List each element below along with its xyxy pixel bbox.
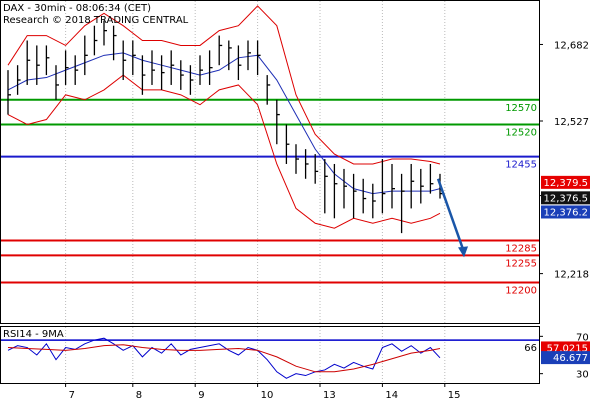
- x-tick-label: 15: [448, 390, 461, 400]
- current-value-label: 12,376.5: [543, 193, 588, 204]
- current-value-box: [541, 175, 590, 189]
- x-tick-label: 7: [69, 390, 75, 400]
- chart-title: DAX - 30min - 08:06:34 (CET): [3, 3, 151, 14]
- price-panel-frame: [0, 0, 540, 324]
- level-label: 12285: [505, 244, 537, 255]
- rsi-tick-label: 30: [576, 370, 589, 381]
- rsi-tick-label: 70: [576, 332, 589, 343]
- level-label: 12570: [505, 103, 537, 114]
- current-value-box: [541, 205, 590, 219]
- bollinger-upper-line: [7, 5, 441, 165]
- chart-copyright: Research © 2018 TRADING CENTRAL: [3, 15, 189, 26]
- level-label: 12255: [505, 258, 537, 269]
- axes: 12,68212,52712,37612,21812,379.512,376.5…: [65, 40, 590, 400]
- rsi-line: [7, 337, 441, 379]
- y-tick-label: 12,527: [554, 117, 589, 128]
- bollinger-lower-line: [7, 74, 441, 229]
- level-label: 12200: [505, 286, 537, 297]
- level-label: 12455: [505, 160, 537, 171]
- y-tick-label: 12,218: [554, 270, 589, 281]
- rsi-value-label: 46.677: [553, 353, 588, 364]
- price-panel: 12570 12520 12455 12285 12255 12200: [1, 1, 539, 323]
- projection-arrow-head: [458, 246, 469, 258]
- level-label: 12520: [505, 127, 537, 138]
- x-tick-label: 13: [323, 390, 336, 400]
- rsi-panel: 66: [1, 327, 539, 383]
- y-tick-label: 12,682: [554, 40, 589, 51]
- rsi-value-box: [541, 351, 590, 365]
- current-value-box: [541, 191, 590, 205]
- x-tick-label: 14: [385, 390, 398, 400]
- projection-arrow-shaft: [436, 178, 465, 250]
- rsi-ma-line: [7, 344, 441, 373]
- rsi-value-label: 57.0215: [547, 343, 588, 354]
- rsi-title: RSI14 - 9MA: [3, 329, 64, 340]
- x-tick-label: 10: [261, 390, 274, 400]
- current-value-label: 12,379.5: [543, 178, 588, 189]
- current-value-label: 12,376.2: [543, 207, 588, 218]
- x-tick-label: 9: [198, 390, 204, 400]
- x-tick-label: 8: [136, 390, 142, 400]
- rsi-level-label: 66: [524, 343, 537, 354]
